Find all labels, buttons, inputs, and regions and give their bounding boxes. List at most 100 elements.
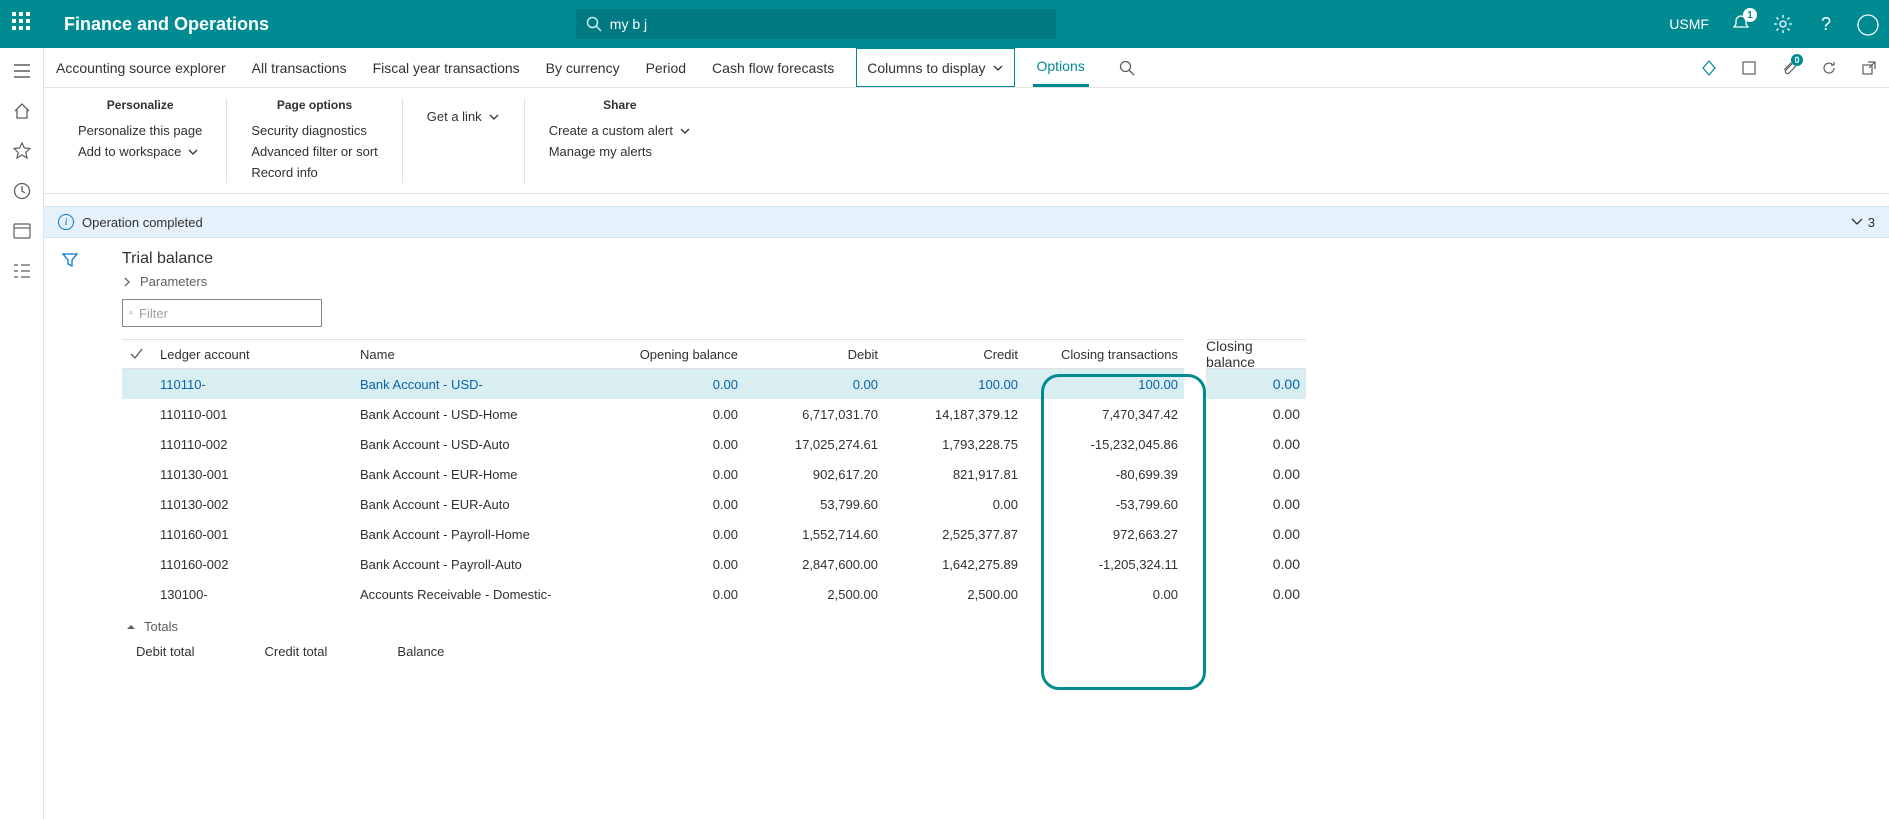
help-icon[interactable]: ? [1815, 14, 1835, 34]
cell-closing-tx: -1,205,324.11 [1024, 557, 1184, 572]
cell-credit: 0.00 [884, 497, 1024, 512]
cell-closing-tx: -15,232,045.86 [1024, 437, 1184, 452]
search-icon [1119, 60, 1135, 76]
cell-ledger: 130100- [154, 587, 354, 602]
table-row[interactable]: 110110-002Bank Account - USD-Auto0.0017,… [122, 429, 1184, 459]
ribbon-item-label: Create a custom alert [549, 123, 673, 138]
col-ledger-account[interactable]: Ledger account [154, 347, 354, 362]
company-code[interactable]: USMF [1669, 16, 1709, 32]
cell-name: Bank Account - USD- [354, 377, 604, 392]
cell-ledger: 110160-001 [154, 527, 354, 542]
cell-credit: 821,917.81 [884, 467, 1024, 482]
cell-opening: 0.00 [604, 557, 744, 572]
cell-opening: 0.00 [604, 587, 744, 602]
ribbon-item[interactable]: Create a custom alert [549, 120, 691, 141]
ribbon-item-label: Personalize this page [78, 123, 202, 138]
cell-name: Bank Account - USD-Home [354, 407, 604, 422]
notification-badge: 1 [1743, 8, 1757, 22]
global-search [576, 9, 1056, 39]
table-row[interactable]: 130100-Accounts Receivable - Domestic-0.… [122, 579, 1184, 605]
table-row[interactable]: 110110-Bank Account - USD-0.000.00100.00… [122, 369, 1184, 399]
home-icon[interactable] [13, 102, 31, 120]
cell-closing-tx: -53,799.60 [1024, 497, 1184, 512]
cell-name: Bank Account - Payroll-Home [354, 527, 604, 542]
col-opening-balance[interactable]: Opening balance [604, 347, 744, 362]
main: Accounting source explorer All transacti… [44, 48, 1889, 819]
chevron-right-icon [122, 277, 132, 287]
cell-debit: 1,552,714.60 [744, 527, 884, 542]
search-input[interactable] [576, 9, 1056, 39]
workspaces-icon[interactable] [13, 222, 31, 240]
ribbon-item-label: Add to workspace [78, 144, 181, 159]
ribbon-item[interactable]: Add to workspace [78, 141, 202, 162]
cell-ledger: 110160-002 [154, 557, 354, 572]
info-bar: i Operation completed 3 [44, 206, 1889, 238]
ab-columns-to-display[interactable]: Columns to display [856, 48, 1014, 87]
table-row[interactable]: 110160-002Bank Account - Payroll-Auto0.0… [122, 549, 1184, 579]
cell-closing-bal: 0.00 [1206, 459, 1306, 489]
parameters-toggle[interactable]: Parameters [122, 274, 1184, 289]
ribbon-group-title: Share [549, 98, 691, 112]
ab-accounting-source-explorer[interactable]: Accounting source explorer [52, 48, 230, 87]
ribbon-item-label: Get a link [427, 109, 482, 124]
cell-ledger: 110110-002 [154, 437, 354, 452]
ribbon-item[interactable]: Get a link [427, 106, 500, 127]
attachments-icon[interactable]: 0 [1781, 60, 1797, 76]
cell-credit: 1,793,228.75 [884, 437, 1024, 452]
table-row[interactable]: 110110-001Bank Account - USD-Home0.006,7… [122, 399, 1184, 429]
cell-credit: 100.00 [884, 377, 1024, 392]
cell-credit: 2,500.00 [884, 587, 1024, 602]
table-row[interactable]: 110130-002Bank Account - EUR-Auto0.0053,… [122, 489, 1184, 519]
table-row[interactable]: 110160-001Bank Account - Payroll-Home0.0… [122, 519, 1184, 549]
left-rail [0, 48, 44, 819]
balance-label: Balance [397, 644, 444, 659]
cell-debit: 2,500.00 [744, 587, 884, 602]
cell-name: Bank Account - EUR-Auto [354, 497, 604, 512]
col-debit[interactable]: Debit [744, 347, 884, 362]
hamburger-icon[interactable] [13, 62, 31, 80]
col-closing-transactions[interactable]: Closing transactions [1024, 347, 1184, 362]
notifications-icon[interactable]: 1 [1731, 14, 1751, 34]
ribbon-item[interactable]: Advanced filter or sort [251, 141, 377, 162]
chevron-down-icon [126, 622, 136, 632]
app-launcher-icon[interactable] [12, 12, 36, 36]
col-name[interactable]: Name [354, 347, 604, 362]
ribbon-item[interactable]: Manage my alerts [549, 141, 691, 162]
content: Trial balance Parameters Ledger account … [44, 238, 1889, 659]
ab-search-button[interactable] [1115, 48, 1139, 87]
col-closing-balance[interactable]: Closing balance [1206, 339, 1306, 369]
ab-options[interactable]: Options [1033, 48, 1089, 87]
user-icon[interactable] [1857, 14, 1877, 34]
ribbon-item[interactable]: Security diagnostics [251, 120, 377, 141]
settings-icon[interactable] [1773, 14, 1793, 34]
ab-all-transactions[interactable]: All transactions [248, 48, 351, 87]
ribbon-item[interactable]: Record info [251, 162, 377, 183]
ribbon-item[interactable]: Personalize this page [78, 120, 202, 141]
table-row[interactable]: 110130-001Bank Account - EUR-Home0.00902… [122, 459, 1184, 489]
cell-closing-tx: 100.00 [1024, 377, 1184, 392]
ab-by-currency[interactable]: By currency [542, 48, 624, 87]
cell-closing-bal: 0.00 [1206, 399, 1306, 429]
totals-section: Totals Debit total Credit total Balance [122, 619, 1184, 659]
ab-period[interactable]: Period [642, 48, 690, 87]
cell-closing-bal: 0.00 [1206, 429, 1306, 459]
recent-icon[interactable] [13, 182, 31, 200]
filter-icon[interactable] [62, 252, 78, 268]
ab-fiscal-year-transactions[interactable]: Fiscal year transactions [369, 48, 524, 87]
filter-input[interactable] [139, 306, 315, 321]
office-icon[interactable] [1741, 60, 1757, 76]
cell-ledger: 110130-002 [154, 497, 354, 512]
col-credit[interactable]: Credit [884, 347, 1024, 362]
select-all-checkbox[interactable] [122, 346, 154, 362]
ab-cash-flow-forecasts[interactable]: Cash flow forecasts [708, 48, 838, 87]
cell-opening: 0.00 [604, 407, 744, 422]
modules-icon[interactable] [13, 262, 31, 280]
power-apps-icon[interactable] [1701, 60, 1717, 76]
ribbon-group-title: Page options [251, 98, 377, 112]
info-expand[interactable]: 3 [1850, 215, 1875, 230]
refresh-icon[interactable] [1821, 60, 1837, 76]
action-bar-items: Accounting source explorer All transacti… [52, 48, 1139, 87]
totals-toggle[interactable]: Totals [126, 619, 1184, 634]
favorites-icon[interactable] [13, 142, 31, 160]
popout-icon[interactable] [1861, 60, 1877, 76]
